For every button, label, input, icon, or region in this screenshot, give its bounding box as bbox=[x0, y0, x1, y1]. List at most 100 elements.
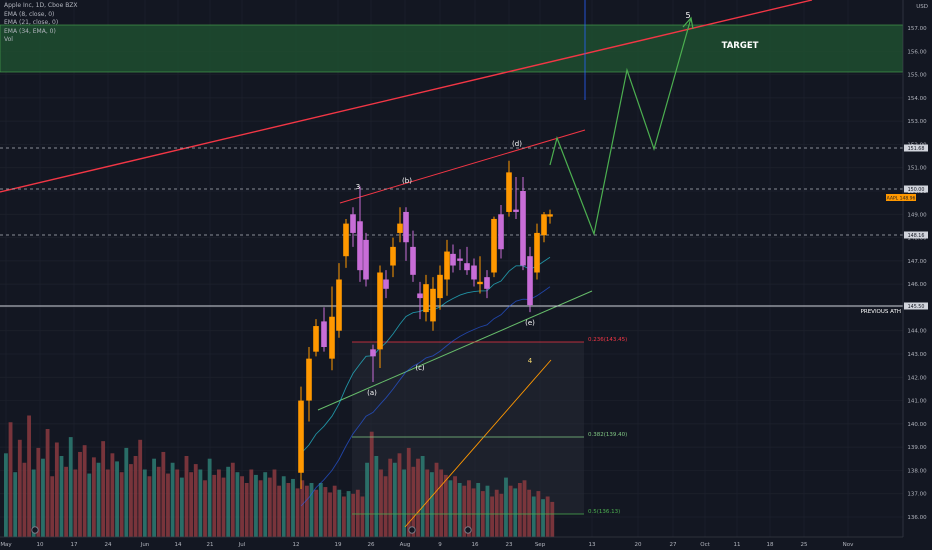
annotations: TARGET PREVIOUS ATH 3 (b) (d) (a) (c) (e… bbox=[356, 11, 901, 515]
x-tick-label: Nov bbox=[843, 542, 854, 548]
fib-label-0236: 0.236(143.45) bbox=[588, 337, 627, 343]
volume-bar bbox=[166, 473, 170, 537]
earnings-icon-2 bbox=[408, 526, 416, 534]
volume-bar bbox=[175, 469, 180, 537]
indicator-ema-8[interactable]: EMA (8, close, 0) bbox=[4, 10, 55, 18]
volume-bar bbox=[402, 469, 407, 537]
volume-bar bbox=[439, 469, 444, 537]
wave-b-label: (b) bbox=[402, 177, 412, 185]
candle-body bbox=[357, 221, 363, 271]
x-tick-label: 24 bbox=[105, 542, 112, 548]
volume-bar bbox=[374, 456, 379, 537]
candle-body bbox=[444, 251, 450, 280]
price-tags: 151.68 150.00 148.16 145.50 bbox=[904, 144, 928, 310]
volume-bar bbox=[110, 453, 115, 537]
volume-bar bbox=[152, 458, 156, 537]
candle bbox=[357, 186, 363, 282]
upper-channel-line bbox=[339, 129, 586, 204]
volume-bar bbox=[379, 469, 383, 537]
y-tick-label: 144.00 bbox=[907, 329, 927, 335]
volume-bar bbox=[142, 469, 147, 537]
volume-bar bbox=[545, 496, 550, 537]
volume-bar bbox=[392, 462, 397, 537]
candlesticks bbox=[298, 160, 553, 490]
candle-body bbox=[437, 274, 443, 299]
volume-bar bbox=[448, 480, 453, 537]
candle-body bbox=[464, 263, 470, 271]
wave-d-label: (d) bbox=[512, 140, 522, 148]
volume-bar bbox=[240, 476, 244, 537]
x-tick-label: 11 bbox=[734, 542, 741, 548]
candle-body bbox=[370, 349, 376, 357]
y-tick-label: 156.00 bbox=[907, 49, 927, 55]
volume-bar bbox=[383, 476, 388, 537]
volume-bar bbox=[78, 451, 82, 537]
volume-bar bbox=[337, 489, 342, 537]
volume-bar bbox=[198, 469, 203, 537]
candle bbox=[520, 177, 526, 271]
volume-bar bbox=[207, 458, 212, 537]
last-price-label: AAPL 148.96 bbox=[887, 196, 916, 202]
candle bbox=[363, 232, 369, 287]
y-tick-label: 140.00 bbox=[907, 422, 927, 428]
volume-bar bbox=[212, 474, 217, 537]
volume-bar bbox=[249, 469, 254, 537]
x-tick-label: 26 bbox=[368, 542, 375, 548]
volume-bar bbox=[467, 480, 471, 537]
volume-bar bbox=[471, 488, 476, 537]
candle bbox=[547, 209, 553, 224]
volume-bar bbox=[425, 469, 430, 537]
volume-bar bbox=[485, 485, 490, 537]
x-tick-label: 20 bbox=[635, 542, 642, 548]
volume-bar bbox=[351, 493, 356, 537]
fib-label-05: 0.5(136.13) bbox=[588, 509, 620, 515]
price-tag-label: 148.16 bbox=[908, 233, 925, 239]
candle-body bbox=[457, 258, 463, 261]
indicator-ema-21[interactable]: EMA (21, close, 0) bbox=[4, 19, 59, 26]
price-tag-label: 150.00 bbox=[908, 187, 925, 193]
x-tick-label: 18 bbox=[767, 542, 774, 548]
candle-body bbox=[298, 400, 304, 473]
candle-body bbox=[321, 321, 327, 348]
x-tick-label: 21 bbox=[207, 542, 214, 548]
volume-bar bbox=[508, 485, 513, 537]
ema-34-line bbox=[300, 286, 551, 507]
x-tick-label: 9 bbox=[438, 542, 442, 548]
candle bbox=[329, 286, 335, 371]
volume-bar bbox=[323, 487, 328, 537]
earnings-icon-1 bbox=[31, 526, 39, 534]
wave-c-label: (c) bbox=[415, 364, 425, 372]
volume-bar bbox=[138, 439, 143, 537]
volume-bar bbox=[318, 483, 323, 537]
volume-bar bbox=[267, 477, 272, 537]
candle-body bbox=[450, 253, 456, 266]
y-tick-label: 155.00 bbox=[907, 73, 927, 79]
volume-bar bbox=[27, 415, 31, 537]
candle-body bbox=[520, 191, 526, 266]
resistance-trendline bbox=[0, 0, 813, 193]
volume-bar bbox=[434, 462, 439, 537]
x-tick-label: Sep bbox=[535, 542, 546, 548]
candle-body bbox=[417, 293, 423, 299]
indicator-ema-34[interactable]: EMA (34, EMA, 0) bbox=[4, 27, 56, 35]
y-tick-label: 143.00 bbox=[907, 352, 927, 358]
candle bbox=[321, 307, 327, 352]
indicator-volume[interactable]: Vol bbox=[4, 36, 13, 43]
volume-bar bbox=[499, 493, 504, 537]
candle bbox=[457, 249, 463, 271]
y-tick-label: 147.00 bbox=[907, 259, 927, 265]
volume-bar bbox=[531, 496, 536, 537]
support-trendline bbox=[317, 290, 593, 411]
candle bbox=[410, 230, 416, 282]
candle bbox=[417, 281, 423, 320]
candle bbox=[450, 244, 456, 273]
candle bbox=[306, 347, 312, 422]
volume-bar bbox=[216, 469, 221, 537]
volume-bar bbox=[406, 447, 411, 537]
y-tick-label: 154.00 bbox=[907, 96, 927, 102]
candle bbox=[397, 207, 403, 243]
x-tick-label: Aug bbox=[400, 542, 411, 548]
x-tick-label: 14 bbox=[175, 542, 182, 548]
volume-bar bbox=[504, 477, 508, 537]
